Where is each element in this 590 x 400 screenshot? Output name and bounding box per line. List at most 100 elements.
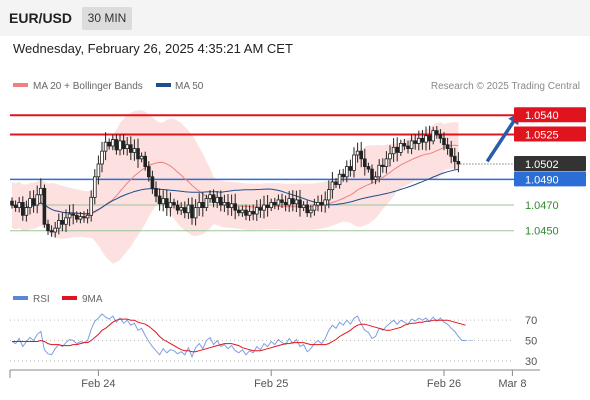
candle-body xyxy=(46,223,50,232)
candle-body xyxy=(146,166,151,178)
candle-body xyxy=(305,204,309,214)
candle-body xyxy=(290,198,295,205)
candle-body xyxy=(168,202,173,208)
candle-body xyxy=(269,202,273,208)
candle-body xyxy=(125,144,130,149)
candle-body xyxy=(298,199,302,208)
candle-body xyxy=(326,189,331,201)
candle-body xyxy=(370,168,374,180)
candle-body xyxy=(233,203,238,211)
candle-body xyxy=(103,141,108,152)
candle-body xyxy=(172,202,176,206)
candle-body xyxy=(337,173,342,185)
candle-body xyxy=(118,140,122,151)
candle-body xyxy=(301,204,306,209)
candle-body xyxy=(406,145,410,149)
candle-body xyxy=(75,214,79,220)
time-axis-label: Feb 26 xyxy=(427,378,461,390)
candle-body xyxy=(323,199,327,206)
candle-body xyxy=(283,202,288,206)
candle-body xyxy=(427,135,432,142)
candle-body xyxy=(456,161,461,165)
candle-body xyxy=(236,209,241,214)
rsi-tick-label: 70 xyxy=(525,315,537,327)
candle-body xyxy=(186,204,191,214)
candle-body xyxy=(434,130,439,135)
candle-body xyxy=(413,140,417,144)
candle-body xyxy=(100,150,104,165)
candle-body xyxy=(384,158,389,167)
last-price-label: 1.0502 xyxy=(525,159,559,171)
candle-body xyxy=(31,198,36,206)
candle-body xyxy=(39,187,43,196)
time-axis-ticks: Feb 24 Feb 25 Feb 26 Mar 8 xyxy=(81,370,526,390)
candle-body xyxy=(287,198,291,206)
candle-body xyxy=(218,196,223,206)
candle-body xyxy=(247,211,252,216)
candle-body xyxy=(20,202,25,216)
ma20-legend-label: MA 20 + Bollinger Bands xyxy=(33,81,143,92)
level-tag xyxy=(514,171,586,187)
candle-body xyxy=(78,216,83,220)
candle-body xyxy=(111,139,115,147)
price-legend: MA 20 + Bollinger Bands MA 50 Research ©… xyxy=(13,81,580,92)
candle-body xyxy=(208,194,212,200)
candles xyxy=(10,125,461,238)
candle-body xyxy=(28,198,32,209)
candle-body xyxy=(190,204,194,219)
candle-body xyxy=(348,166,353,171)
candle-body xyxy=(388,153,392,160)
candle-body xyxy=(334,181,338,185)
rsi-tick-label: 50 xyxy=(525,336,537,348)
candle-body xyxy=(449,148,453,157)
candle-body xyxy=(121,140,126,149)
candle-body xyxy=(398,143,403,153)
candle-body xyxy=(258,207,263,211)
level-tag-label: 1.0540 xyxy=(525,110,559,122)
candle-body xyxy=(10,200,14,206)
candle-body xyxy=(67,213,72,219)
rsi-line xyxy=(11,313,466,359)
timeframe-button[interactable]: 30 MIN xyxy=(82,7,132,30)
candle-body xyxy=(402,143,407,147)
datetime-label: Wednesday, February 26, 2025 4:35:21 AM … xyxy=(13,41,293,56)
candle-body xyxy=(352,154,356,171)
credit-label: Research © 2025 Trading Central xyxy=(431,81,580,92)
candle-body xyxy=(222,202,227,206)
candle-body xyxy=(420,137,425,143)
rsi-legend-label: RSI xyxy=(33,294,50,305)
rsi-ma-legend-label: 9MA xyxy=(82,294,103,305)
rsi-legend: RSI 9MA xyxy=(13,294,103,305)
candle-body xyxy=(442,137,446,146)
ma20-legend-swatch xyxy=(13,83,28,87)
candle-body xyxy=(416,137,421,144)
candle-body xyxy=(175,204,180,211)
level-tag xyxy=(514,107,586,123)
candle-body xyxy=(308,209,313,214)
candle-body xyxy=(330,181,335,191)
level-tag-label: 1.0525 xyxy=(525,129,559,141)
symbol-label: EUR/USD xyxy=(9,10,73,26)
time-axis-label: Feb 25 xyxy=(254,378,288,390)
level-tag-label: 1.0490 xyxy=(525,174,559,186)
candle-body xyxy=(13,204,18,209)
candle-body xyxy=(96,163,101,178)
candle-body xyxy=(132,148,137,153)
projection-arrow-shaft xyxy=(485,116,518,163)
candle-body xyxy=(197,202,202,208)
candle-body xyxy=(42,187,47,225)
rsi-panel: 70 50 30 xyxy=(10,313,537,368)
candle-body xyxy=(409,140,414,149)
candle-body xyxy=(215,196,220,203)
candle-body xyxy=(251,211,256,215)
candle-body xyxy=(272,202,277,206)
candle-body xyxy=(71,213,76,216)
candle-body xyxy=(143,155,148,167)
candle-body xyxy=(157,195,162,205)
candle-body xyxy=(366,166,371,170)
candle-body xyxy=(154,187,158,197)
candle-body xyxy=(211,194,216,203)
candle-body xyxy=(57,220,61,229)
candle-body xyxy=(452,155,457,162)
